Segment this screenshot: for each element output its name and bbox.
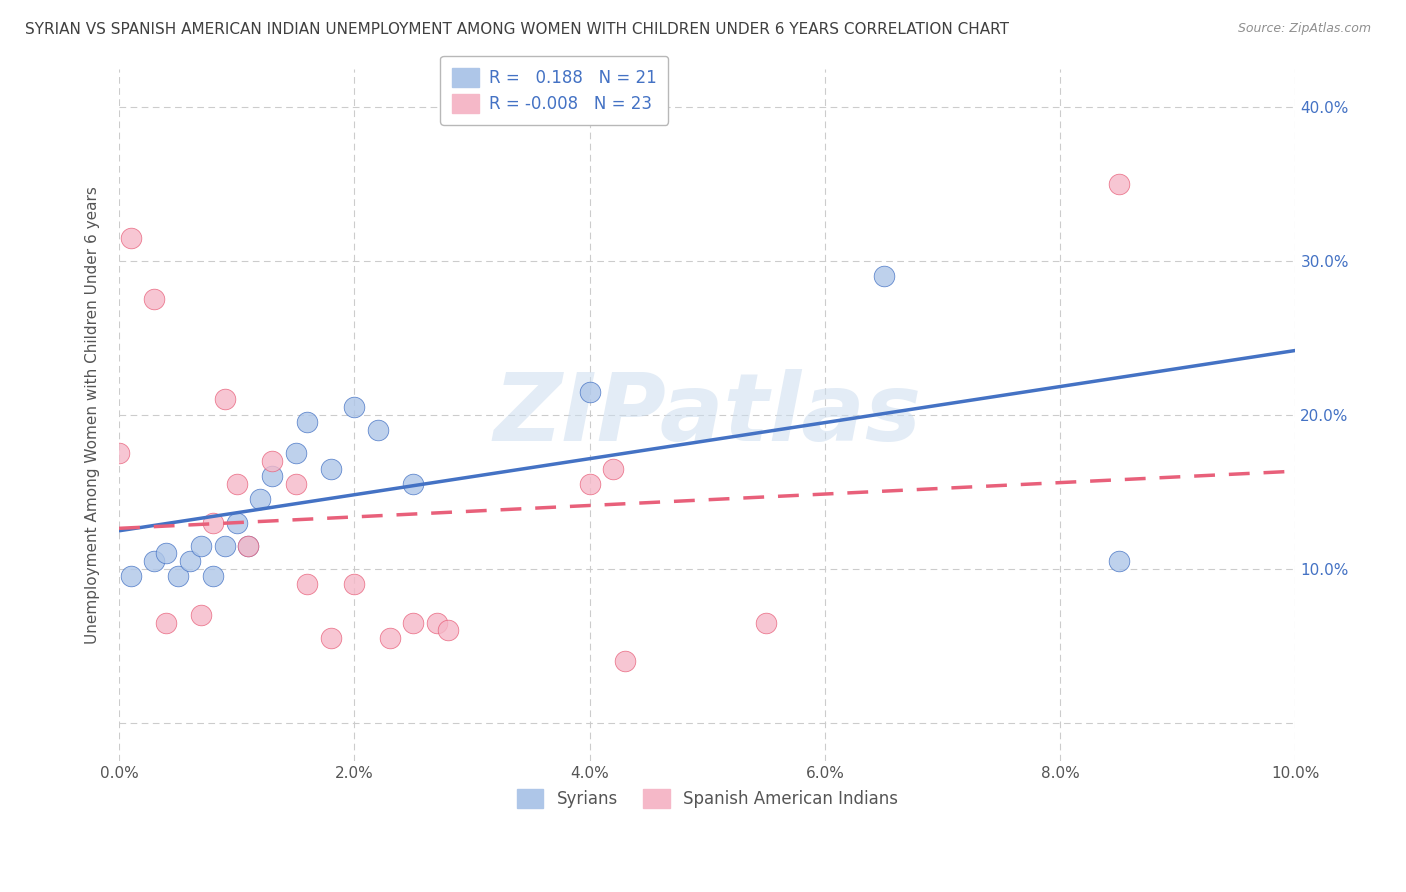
Y-axis label: Unemployment Among Women with Children Under 6 years: Unemployment Among Women with Children U… xyxy=(86,186,100,644)
Text: ZIPatlas: ZIPatlas xyxy=(494,368,921,461)
Point xyxy=(319,631,342,645)
Point xyxy=(284,446,307,460)
Point xyxy=(155,615,177,630)
Point xyxy=(578,477,600,491)
Point xyxy=(238,539,260,553)
Point xyxy=(319,461,342,475)
Point xyxy=(426,615,449,630)
Point xyxy=(755,615,778,630)
Point xyxy=(202,516,225,530)
Point xyxy=(108,446,131,460)
Text: Source: ZipAtlas.com: Source: ZipAtlas.com xyxy=(1237,22,1371,36)
Point xyxy=(1108,554,1130,568)
Point xyxy=(155,546,177,560)
Point xyxy=(238,539,260,553)
Point xyxy=(143,293,166,307)
Legend: Syrians, Spanish American Indians: Syrians, Spanish American Indians xyxy=(510,782,904,815)
Point xyxy=(297,577,319,591)
Point xyxy=(402,615,425,630)
Point xyxy=(120,231,142,245)
Point xyxy=(225,516,247,530)
Point xyxy=(214,392,236,407)
Point xyxy=(190,539,212,553)
Point xyxy=(378,631,401,645)
Point xyxy=(343,577,366,591)
Point xyxy=(602,461,624,475)
Point xyxy=(402,477,425,491)
Point xyxy=(214,539,236,553)
Text: SYRIAN VS SPANISH AMERICAN INDIAN UNEMPLOYMENT AMONG WOMEN WITH CHILDREN UNDER 6: SYRIAN VS SPANISH AMERICAN INDIAN UNEMPL… xyxy=(25,22,1010,37)
Point xyxy=(343,400,366,414)
Point xyxy=(143,554,166,568)
Point xyxy=(190,607,212,622)
Point xyxy=(284,477,307,491)
Point xyxy=(873,269,896,284)
Point xyxy=(437,624,460,638)
Point xyxy=(367,423,389,437)
Point xyxy=(578,384,600,399)
Point xyxy=(249,492,271,507)
Point xyxy=(202,569,225,583)
Point xyxy=(179,554,201,568)
Point xyxy=(613,654,636,668)
Point xyxy=(120,569,142,583)
Point xyxy=(260,454,283,468)
Point xyxy=(260,469,283,483)
Point xyxy=(297,416,319,430)
Point xyxy=(1108,177,1130,191)
Point xyxy=(225,477,247,491)
Point xyxy=(167,569,190,583)
